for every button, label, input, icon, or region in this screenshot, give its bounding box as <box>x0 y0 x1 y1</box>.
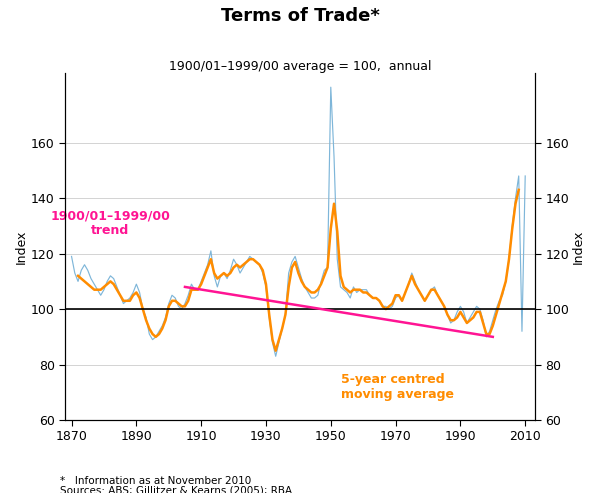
Text: Sources: ABS; Gillitzer & Kearns (2005); RBA: Sources: ABS; Gillitzer & Kearns (2005);… <box>60 486 292 493</box>
Title: 1900/01–1999/00 average = 100,  annual: 1900/01–1999/00 average = 100, annual <box>169 60 431 73</box>
Y-axis label: Index: Index <box>15 230 28 264</box>
Y-axis label: Index: Index <box>572 230 585 264</box>
Text: 5-year centred
moving average: 5-year centred moving average <box>341 373 454 401</box>
Text: Terms of Trade*: Terms of Trade* <box>221 7 379 26</box>
Text: 1900/01–1999/00
trend: 1900/01–1999/00 trend <box>50 209 170 237</box>
Text: *   Information as at November 2010: * Information as at November 2010 <box>60 476 251 486</box>
